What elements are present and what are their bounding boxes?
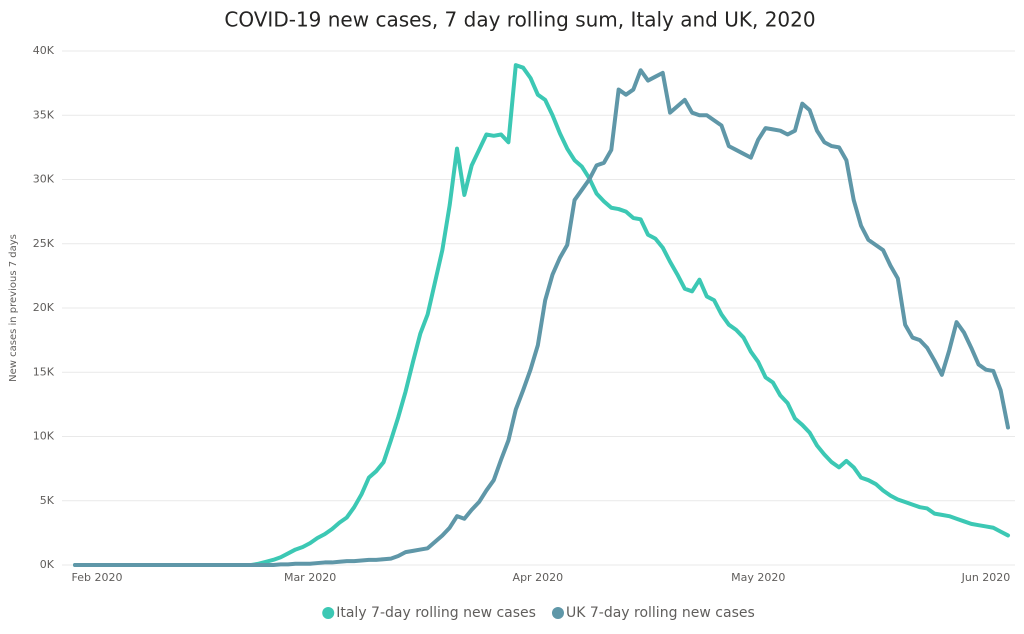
y-axis-label: New cases in previous 7 days	[8, 234, 19, 382]
legend: Italy 7-day rolling new cases UK 7-day ro…	[322, 605, 755, 621]
y-tick-label: 5K	[40, 494, 55, 507]
y-tick-label: 35K	[33, 108, 55, 121]
x-tick-label: Feb 2020	[72, 571, 123, 584]
y-tick-label: 30K	[33, 173, 55, 186]
series-line	[73, 68, 1010, 567]
y-tick-label: 0K	[40, 558, 55, 571]
legend-label: UK 7-day rolling new cases	[566, 605, 755, 621]
x-tick-label: Mar 2020	[284, 571, 336, 584]
y-tick-label: 20K	[33, 301, 55, 314]
y-tick-label: 40K	[33, 44, 55, 57]
y-tick-label: 15K	[33, 365, 55, 378]
x-tick-label: Apr 2020	[513, 571, 564, 584]
legend-marker	[551, 607, 564, 619]
y-tick-label: 25K	[33, 237, 55, 250]
x-tick-label: Jun 2020	[961, 571, 1011, 584]
y-tick-label: 10K	[33, 430, 55, 443]
chart-title: COVID-19 new cases, 7 day rolling sum, I…	[224, 8, 815, 32]
x-tick-label: May 2020	[731, 571, 785, 584]
legend-label: Italy 7-day rolling new cases	[336, 605, 536, 621]
legend-marker	[322, 607, 335, 619]
